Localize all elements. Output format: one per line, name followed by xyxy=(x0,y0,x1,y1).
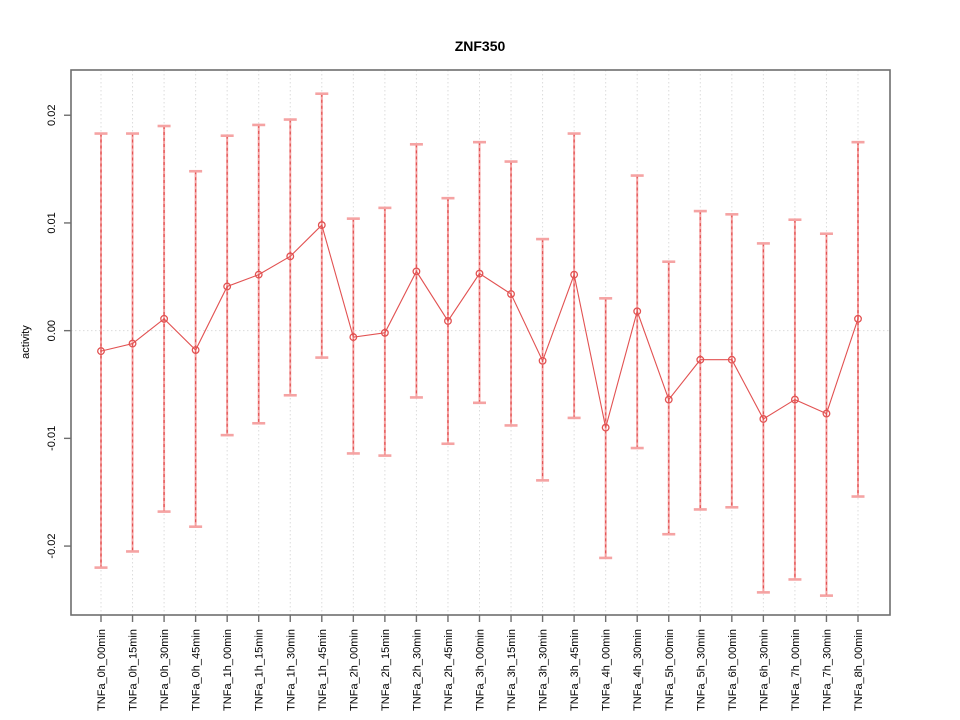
x-tick-label: TNFa_6h_30min xyxy=(758,629,770,711)
x-tick-label: TNFa_1h_00min xyxy=(222,629,234,711)
data-point xyxy=(191,346,200,354)
data-point xyxy=(254,270,263,279)
x-tick-label: TNFa_8h_00min xyxy=(853,629,865,711)
x-tick-label: TNFa_1h_45min xyxy=(317,629,329,711)
error-bar xyxy=(220,134,234,437)
data-point xyxy=(128,339,137,348)
x-tick-label: TNFa_1h_30min xyxy=(285,629,297,711)
data-point xyxy=(97,347,105,356)
data-point xyxy=(475,269,484,278)
data-point xyxy=(317,221,326,230)
x-tick-label: TNFa_7h_00min xyxy=(790,629,802,711)
y-tick-label: 0.02 xyxy=(46,105,58,126)
y-tick-label: -0.02 xyxy=(46,534,58,559)
data-point xyxy=(601,423,610,432)
error-bar xyxy=(126,132,140,553)
x-tick-label: TNFa_2h_45min xyxy=(443,629,455,711)
data-point xyxy=(380,328,389,337)
chart-title: ZNF350 xyxy=(455,38,506,54)
x-tick-label: TNFa_0h_45min xyxy=(191,629,203,711)
x-tick-label: TNFa_4h_00min xyxy=(601,629,613,711)
axis-layer: 0.02 0.01 0.00 -0.01 -0.02 TNFa_0h_00min TNFa_… xyxy=(46,69,891,711)
data-point xyxy=(696,355,705,364)
x-tick-label: TNFa_3h_00min xyxy=(475,629,487,711)
x-tick-label: TNFa_0h_30min xyxy=(159,629,171,711)
data-point xyxy=(664,395,673,404)
x-tick-label: TNFa_3h_45min xyxy=(569,629,581,711)
data-point xyxy=(223,282,232,291)
error-bar xyxy=(283,118,297,397)
x-tick-label: TNFa_3h_30min xyxy=(538,629,550,711)
error-bar xyxy=(819,232,833,597)
x-tick-label: TNFa_0h_15min xyxy=(128,629,140,711)
series-line xyxy=(100,224,859,428)
x-tick-label: TNFa_1h_15min xyxy=(254,629,266,711)
x-tick-label: TNFa_3h_15min xyxy=(506,629,518,711)
error-bar xyxy=(473,140,486,405)
data-point xyxy=(412,267,421,276)
x-tick-label: TNFa_5h_00min xyxy=(664,629,676,711)
data-point xyxy=(790,395,799,404)
data-point xyxy=(286,252,295,261)
data-point xyxy=(727,355,736,364)
error-bar xyxy=(599,297,613,560)
y-tick-label: -0.01 xyxy=(46,426,58,451)
data-point xyxy=(822,409,831,418)
data-point xyxy=(854,314,862,323)
data-point xyxy=(349,333,358,342)
x-tick-label: TNFa_7h_30min xyxy=(821,629,833,711)
data-point xyxy=(759,415,768,423)
data-point xyxy=(507,290,515,298)
x-tick-label: TNFa_6h_00min xyxy=(727,629,739,711)
y-tick-label: 0.00 xyxy=(46,320,58,341)
x-tick-label: TNFa_2h_00min xyxy=(348,629,360,711)
data-point xyxy=(538,356,547,365)
x-tick-label: TNFa_4h_30min xyxy=(632,629,644,711)
x-tick-label: TNFa_2h_30min xyxy=(411,629,423,711)
x-tick-label: TNFa_2h_15min xyxy=(380,629,392,711)
data-point xyxy=(570,270,579,279)
x-tick-label: TNFa_5h_30min xyxy=(695,629,707,711)
data-point xyxy=(633,307,642,316)
series-layer xyxy=(94,92,865,597)
y-axis-title: activity xyxy=(20,325,32,359)
x-tick-label: TNFa_0h_00min xyxy=(96,629,108,711)
plot-frame xyxy=(70,69,891,616)
data-point xyxy=(444,317,452,325)
data-point xyxy=(160,314,169,323)
y-tick-label: 0.01 xyxy=(46,212,58,233)
